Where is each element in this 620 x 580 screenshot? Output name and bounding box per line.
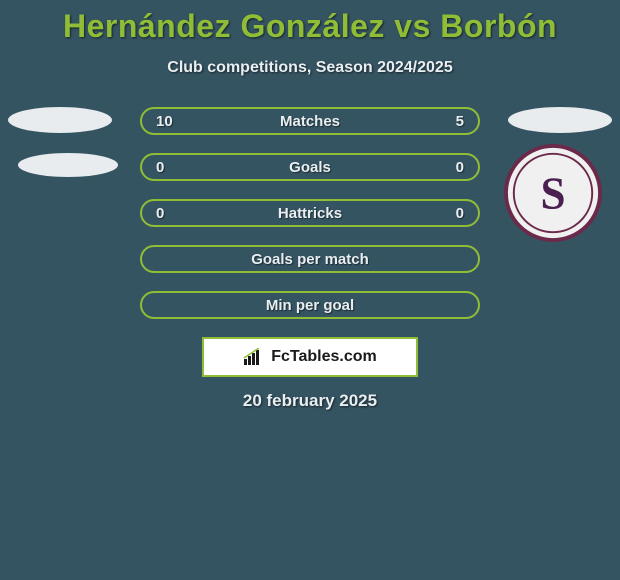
stat-pill: 0Goals0 bbox=[140, 153, 480, 181]
stat-label: Matches bbox=[186, 113, 434, 130]
stat-value-right: 0 bbox=[434, 205, 464, 222]
stat-value-right: 0 bbox=[434, 159, 464, 176]
brand-text: FcTables.com bbox=[271, 348, 377, 366]
stat-label: Hattricks bbox=[186, 205, 434, 222]
stat-value-right: 5 bbox=[434, 113, 464, 130]
stat-value-left: 10 bbox=[156, 113, 186, 130]
stat-pill: 10Matches5 bbox=[140, 107, 480, 135]
page-subtitle: Club competitions, Season 2024/2025 bbox=[0, 59, 620, 77]
stats-area: S 10Matches50Goals00Hattricks0Goals per … bbox=[0, 107, 620, 319]
stat-pill: Goals per match bbox=[140, 245, 480, 273]
date-text: 20 february 2025 bbox=[0, 391, 620, 411]
page-title: Hernández González vs Borbón bbox=[0, 0, 620, 45]
stat-pill: Min per goal bbox=[140, 291, 480, 319]
stat-value-left: 0 bbox=[156, 159, 186, 176]
stat-label: Min per goal bbox=[156, 297, 464, 314]
stat-label: Goals per match bbox=[156, 251, 464, 268]
comparison-infographic: Hernández González vs Borbón Club compet… bbox=[0, 0, 620, 580]
brand-badge: FcTables.com bbox=[202, 337, 418, 377]
stat-label: Goals bbox=[186, 159, 434, 176]
stat-pill: 0Hattricks0 bbox=[140, 199, 480, 227]
stat-row: 10Matches5 bbox=[0, 107, 620, 135]
stat-row: 0Goals0 bbox=[0, 153, 620, 181]
stat-row: Min per goal bbox=[0, 291, 620, 319]
bar-chart-icon bbox=[243, 348, 265, 366]
stat-row: 0Hattricks0 bbox=[0, 199, 620, 227]
stat-row: Goals per match bbox=[0, 245, 620, 273]
stat-value-left: 0 bbox=[156, 205, 186, 222]
